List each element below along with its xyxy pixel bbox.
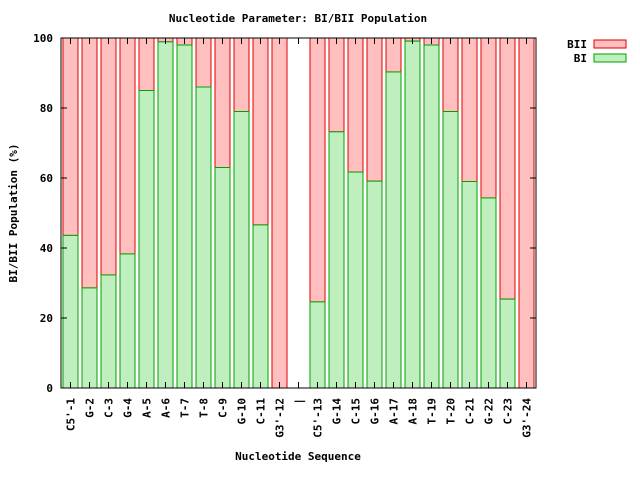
x-tick-label: | xyxy=(293,398,306,405)
bar-bii-9 xyxy=(214,37,231,168)
y-tick-label: 100 xyxy=(33,32,53,45)
bar-bii-17 xyxy=(366,37,383,182)
y-tick-label: 40 xyxy=(40,242,53,255)
x-tick-label: G-16 xyxy=(369,398,382,425)
x-tick-label: C5'-1 xyxy=(65,398,78,431)
bar-bii-5 xyxy=(138,37,155,91)
bar-bi-11 xyxy=(252,224,269,389)
bar-bi-8 xyxy=(195,86,212,389)
x-tick-label: G-4 xyxy=(122,398,135,418)
legend-label: BII xyxy=(567,38,587,51)
bar-bii-23 xyxy=(480,37,497,199)
bar-bii-25 xyxy=(518,37,535,389)
bar-bii-1 xyxy=(62,37,79,236)
x-tick-label: T-7 xyxy=(179,398,192,418)
bar-bi-17 xyxy=(366,180,383,389)
bar-bi-15 xyxy=(328,131,345,389)
bar-bi-9 xyxy=(214,167,231,389)
x-tick-label: T-20 xyxy=(445,398,458,425)
bar-bi-16 xyxy=(347,171,364,389)
bars-group xyxy=(62,37,535,389)
bar-bi-19 xyxy=(404,40,421,389)
bar-bii-2 xyxy=(81,37,98,289)
x-tick-label: C-21 xyxy=(464,398,477,425)
x-tick-label: G-22 xyxy=(483,398,496,425)
x-axis: C5'-1 G-2 C-3 G-4 A-5 A-6 T-7 T-8 C-9 G-10 C-11 G3'… xyxy=(65,38,534,438)
x-axis-label: Nucleotide Sequence xyxy=(235,450,361,463)
bar-bii-8 xyxy=(195,37,212,88)
bar-bi-7 xyxy=(176,44,193,389)
bar-bii-11 xyxy=(252,37,269,226)
y-axis: 0 20 40 60 80 100 xyxy=(33,32,536,395)
bar-bi-1 xyxy=(62,234,79,389)
x-tick-label: G3'-24 xyxy=(521,398,534,438)
x-tick-label: T-19 xyxy=(426,398,439,425)
bar-bii-14 xyxy=(309,37,326,303)
x-tick-label: G-2 xyxy=(84,398,97,418)
bar-bi-24 xyxy=(499,298,516,389)
bar-bi-5 xyxy=(138,90,155,389)
y-tick-label: 80 xyxy=(40,102,53,115)
bar-bi-3 xyxy=(100,274,117,389)
x-tick-label: T-8 xyxy=(198,398,211,418)
legend-swatch xyxy=(593,39,627,49)
bar-bi-14 xyxy=(309,301,326,389)
y-tick-label: 20 xyxy=(40,312,53,325)
bar-bi-22 xyxy=(461,181,478,389)
bar-bii-3 xyxy=(100,37,117,276)
bar-bi-20 xyxy=(423,44,440,389)
x-tick-label: A-18 xyxy=(407,398,420,425)
x-tick-label: C-15 xyxy=(350,398,363,425)
bar-bi-21 xyxy=(442,111,459,389)
x-tick-label: A-6 xyxy=(160,398,173,418)
x-tick-label: C-11 xyxy=(255,398,268,425)
x-tick-label: A-5 xyxy=(141,398,154,418)
x-tick-label: A-17 xyxy=(388,398,401,425)
x-tick-label: G-10 xyxy=(236,398,249,425)
bar-bi-2 xyxy=(81,287,98,389)
legend-label: BI xyxy=(574,52,587,65)
x-tick-label: G-14 xyxy=(331,398,344,425)
x-tick-label: G3'-12 xyxy=(274,398,287,438)
bar-bii-22 xyxy=(461,37,478,182)
x-tick-label: C5'-13 xyxy=(312,398,325,438)
y-axis-label: BI/BII Population (%) xyxy=(7,143,20,282)
bar-bii-24 xyxy=(499,37,516,300)
chart-title: Nucleotide Parameter: BI/BII Population xyxy=(169,12,427,25)
legend-swatch xyxy=(593,53,627,63)
bar-bii-12 xyxy=(271,37,288,389)
bar-bi-23 xyxy=(480,197,497,389)
bar-bii-4 xyxy=(119,37,136,255)
bar-bii-10 xyxy=(233,37,250,112)
x-tick-label: C-9 xyxy=(217,398,230,418)
x-tick-label: C-23 xyxy=(502,398,515,425)
y-tick-label: 60 xyxy=(40,172,53,185)
bar-bi-18 xyxy=(385,71,402,389)
bar-bi-4 xyxy=(119,253,136,389)
x-tick-label: C-3 xyxy=(103,398,116,418)
bar-bii-15 xyxy=(328,37,345,133)
bar-bii-16 xyxy=(347,37,364,173)
bar-bi-6 xyxy=(157,41,174,389)
y-tick-label: 0 xyxy=(46,382,53,395)
bar-bii-21 xyxy=(442,37,459,112)
bar-bi-10 xyxy=(233,111,250,389)
